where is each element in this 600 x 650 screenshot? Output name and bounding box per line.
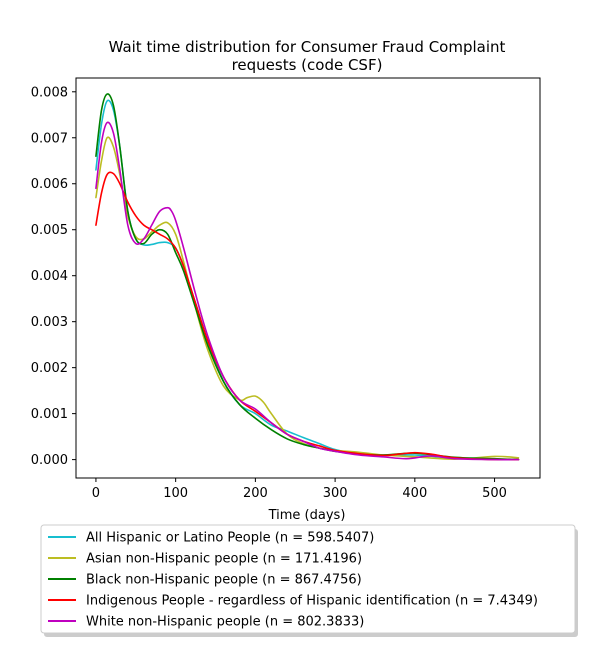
- x-axis-label: Time (days): [268, 508, 346, 523]
- plot-area: [75, 77, 541, 479]
- legend: All Hispanic or Latino People (n = 598.5…: [40, 524, 578, 637]
- x-tick-label: 400: [402, 486, 427, 501]
- x-tick-label: 100: [163, 486, 188, 501]
- y-tick-label: 0.007: [31, 131, 68, 146]
- x-tick-label: 300: [323, 486, 348, 501]
- y-tick-label: 0.004: [31, 269, 68, 284]
- plot-frame: [75, 77, 541, 479]
- y-tick-label: 0.003: [31, 315, 68, 330]
- y-axis: 0.000 0.001 0.002 0.003 0.004 0.005 0.006 0.007…: [31, 85, 76, 468]
- series-line-5: [95, 121, 520, 461]
- x-tick-label: 500: [482, 486, 507, 501]
- legend-label-3: Black non-Hispanic people (n = 867.4756): [86, 573, 362, 588]
- y-tick-label: 0.001: [31, 407, 68, 422]
- x-axis: 0 100 200 300 400 500: [92, 478, 507, 501]
- y-tick-label: 0.008: [31, 85, 68, 100]
- series-layer: [95, 93, 520, 461]
- x-tick-label: 0: [92, 486, 100, 501]
- y-tick-label: 0.002: [31, 361, 68, 376]
- y-tick-label: 0.000: [31, 453, 68, 468]
- legend-entries: All Hispanic or Latino People (n = 598.5…: [48, 531, 538, 630]
- x-tick-label: 200: [243, 486, 268, 501]
- legend-label-5: White non-Hispanic people (n = 802.3833): [86, 615, 364, 630]
- series-line-2: [95, 136, 520, 460]
- legend-box: [40, 524, 576, 634]
- legend-label-4: Indigenous People - regardless of Hispan…: [86, 594, 538, 609]
- y-tick-label: 0.006: [31, 177, 68, 192]
- chart-title-line-1: Wait time distribution for Consumer Frau…: [109, 38, 506, 56]
- legend-label-2: Asian non-Hispanic people (n = 171.4196): [86, 552, 362, 567]
- legend-label-1: All Hispanic or Latino People (n = 598.5…: [86, 531, 374, 546]
- y-tick-label: 0.005: [31, 223, 68, 238]
- chart-title-line-2: requests (code CSF): [232, 56, 383, 74]
